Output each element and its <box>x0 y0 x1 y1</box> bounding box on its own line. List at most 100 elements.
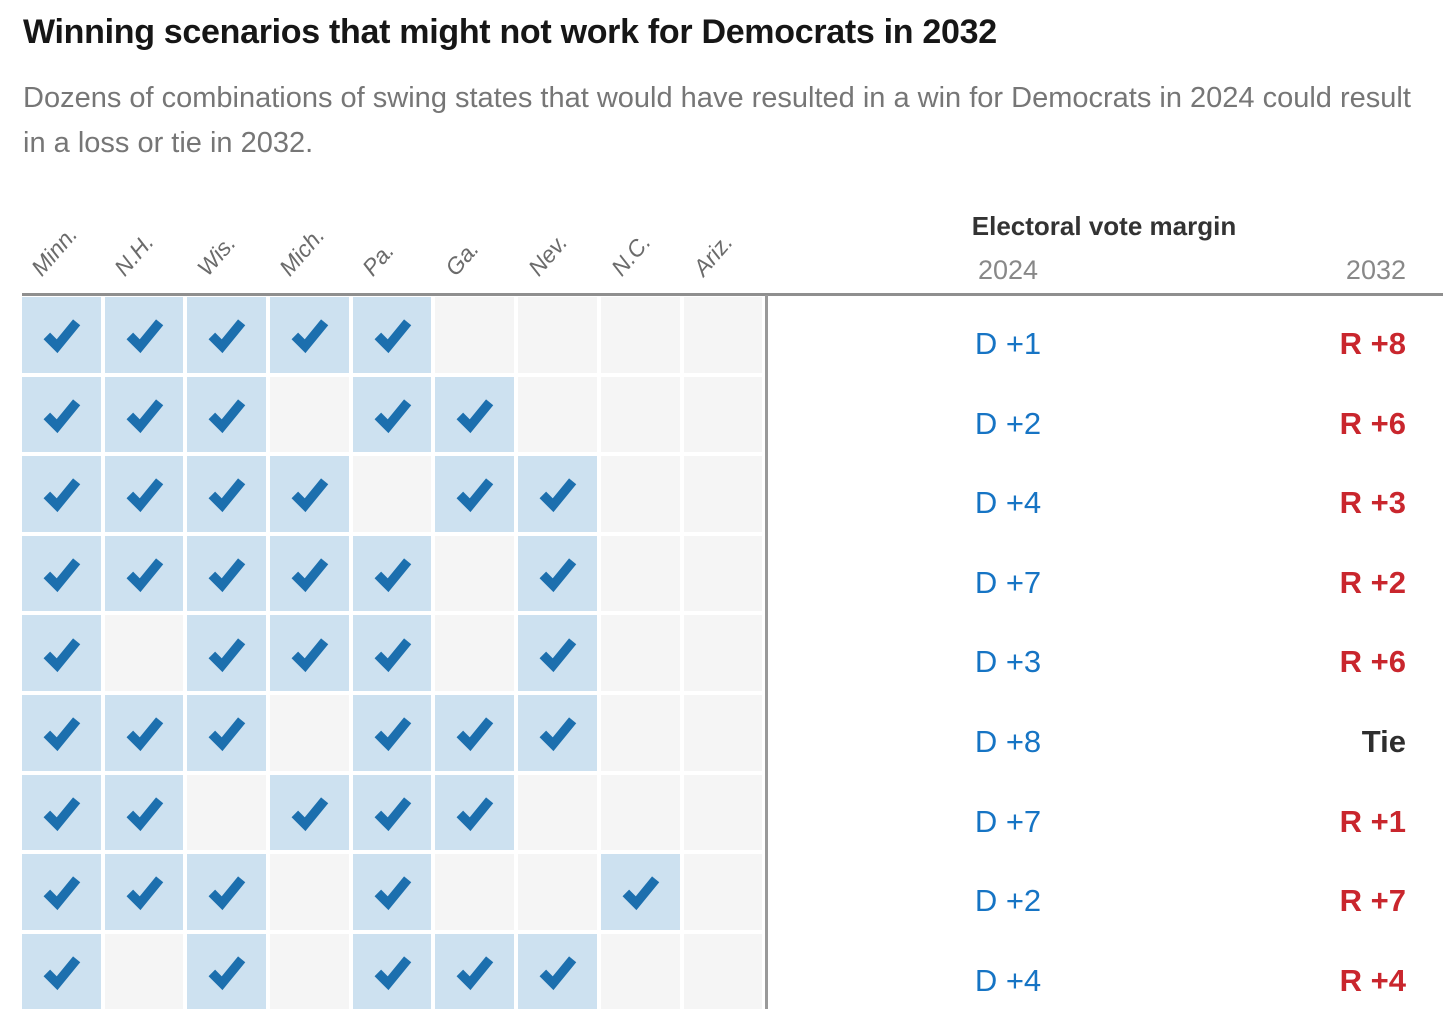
grid-cell-row1-ariz <box>683 297 763 373</box>
grid-cell-row4-pa <box>352 535 432 612</box>
grid-cell-row4-ariz <box>683 535 763 612</box>
grid-cell-row8-nc <box>600 854 680 930</box>
grid-cell-row9-minn <box>22 933 101 1009</box>
grid-cell-row4-minn <box>22 535 101 612</box>
grid-cell-row8-nh <box>104 854 184 930</box>
check-icon <box>456 797 494 832</box>
grid-cell-row4-ga <box>435 535 515 612</box>
margin-2032-row9: R +4 <box>1339 962 1406 998</box>
check-icon <box>208 558 246 593</box>
grid-cell-row5-nh <box>104 615 184 691</box>
check-icon <box>374 558 411 593</box>
state-header-ariz: Ariz. <box>688 228 739 281</box>
margin-2032-row4: R +2 <box>1339 564 1406 600</box>
grid-cell-row4-wis <box>187 535 267 612</box>
check-icon <box>374 638 411 672</box>
check-icon <box>43 876 81 911</box>
grid-cell-row7-minn <box>22 774 101 851</box>
margin-2024-row6: D +8 <box>974 724 1042 759</box>
margin-2032-row8: R +7 <box>1339 883 1406 919</box>
check-icon <box>622 876 659 911</box>
grid-cell-row6-nh <box>104 694 184 771</box>
check-icon <box>539 956 577 991</box>
margin-header: Electoral vote margin <box>971 211 1237 241</box>
check-icon <box>126 797 163 832</box>
grid-cell-row1-mich <box>270 297 349 373</box>
margin-2024-row7: D +7 <box>974 803 1042 839</box>
grid-cell-row8-pa <box>352 854 432 930</box>
check-icon <box>208 717 246 752</box>
grid-cell-row6-mich <box>270 694 349 771</box>
header-rule <box>22 293 1443 296</box>
margin-2032-row2: R +6 <box>1339 405 1406 441</box>
grid-cell-row7-nh <box>104 774 184 851</box>
grid-cell-row5-ga <box>435 615 515 691</box>
margin-2032-row7: R +1 <box>1339 803 1406 839</box>
page-title: Winning scenarios that might not work fo… <box>23 13 997 51</box>
check-icon <box>374 717 411 752</box>
grid-cell-row2-wis <box>187 376 267 453</box>
grid-cell-row8-mich <box>270 854 349 930</box>
check-icon <box>43 797 81 832</box>
state-header-minn: Minn. <box>25 221 83 281</box>
grid-cell-row6-nc <box>600 694 680 771</box>
check-icon <box>43 717 81 752</box>
grid-cell-row2-ga <box>435 376 515 453</box>
state-header-nh: N.H. <box>108 228 159 281</box>
check-icon <box>43 956 81 991</box>
grid-cell-row2-minn <box>22 376 101 453</box>
grid-cell-row2-nc <box>600 376 680 453</box>
check-icon <box>208 956 246 991</box>
check-icon <box>291 319 329 354</box>
state-header-pa: Pa. <box>357 237 400 281</box>
grid-cell-row2-mich <box>270 376 349 453</box>
check-icon <box>208 319 246 354</box>
grid-cell-row3-nh <box>104 456 184 532</box>
grid-cell-row9-pa <box>352 933 432 1009</box>
check-icon <box>539 638 577 672</box>
grid-cell-row2-ariz <box>683 376 763 453</box>
grid-cell-row5-nev <box>518 615 597 691</box>
margin-2024-row9: D +4 <box>974 962 1042 998</box>
grid-cell-row5-mich <box>270 615 349 691</box>
page-subtitle: Dozens of combinations of swing states t… <box>23 82 1411 159</box>
grid-cell-row1-nh <box>104 297 184 373</box>
grid-cell-row8-minn <box>22 854 101 930</box>
grid-cell-row6-ariz <box>683 694 763 771</box>
year-label-2032: 2032 <box>1345 255 1406 285</box>
grid-cell-row3-wis <box>187 456 267 532</box>
grid-cell-row7-pa <box>352 774 432 851</box>
grid-cell-row5-nc <box>600 615 680 691</box>
margin-2032-row6: Tie <box>1361 724 1406 759</box>
grid-cell-row1-pa <box>352 297 432 373</box>
margin-2032-row3: R +3 <box>1339 485 1406 521</box>
check-icon <box>208 876 246 911</box>
grid-cell-row9-ariz <box>683 933 763 1009</box>
grid-cell-row5-pa <box>352 615 432 691</box>
state-header-ga: Ga. <box>439 235 484 281</box>
grid-cell-row7-wis <box>187 774 267 851</box>
grid-cell-row9-mich <box>270 933 349 1009</box>
margin-2024-row4: D +7 <box>974 564 1042 600</box>
check-icon <box>374 956 411 991</box>
grid-cell-row9-nc <box>600 933 680 1009</box>
grid-cell-row9-nev <box>518 933 597 1009</box>
check-icon <box>126 399 163 434</box>
check-icon <box>374 319 411 354</box>
grid-cell-row3-nev <box>518 456 597 532</box>
check-icon <box>43 319 81 354</box>
check-icon <box>374 876 411 911</box>
margin-2032-row5: R +6 <box>1339 644 1406 680</box>
grid-cell-row6-wis <box>187 694 267 771</box>
grid-cell-row8-wis <box>187 854 267 930</box>
check-icon <box>208 638 246 672</box>
grid-cell-row8-ga <box>435 854 515 930</box>
grid-cell-row5-minn <box>22 615 101 691</box>
grid-cell-row1-minn <box>22 297 101 373</box>
grid-cell-row7-nc <box>600 774 680 851</box>
grid-cell-row3-minn <box>22 456 101 532</box>
grid-cell-row3-ariz <box>683 456 763 532</box>
state-header-mich: Mich. <box>274 222 330 281</box>
grid-cell-row8-nev <box>518 854 597 930</box>
grid-cell-row5-wis <box>187 615 267 691</box>
